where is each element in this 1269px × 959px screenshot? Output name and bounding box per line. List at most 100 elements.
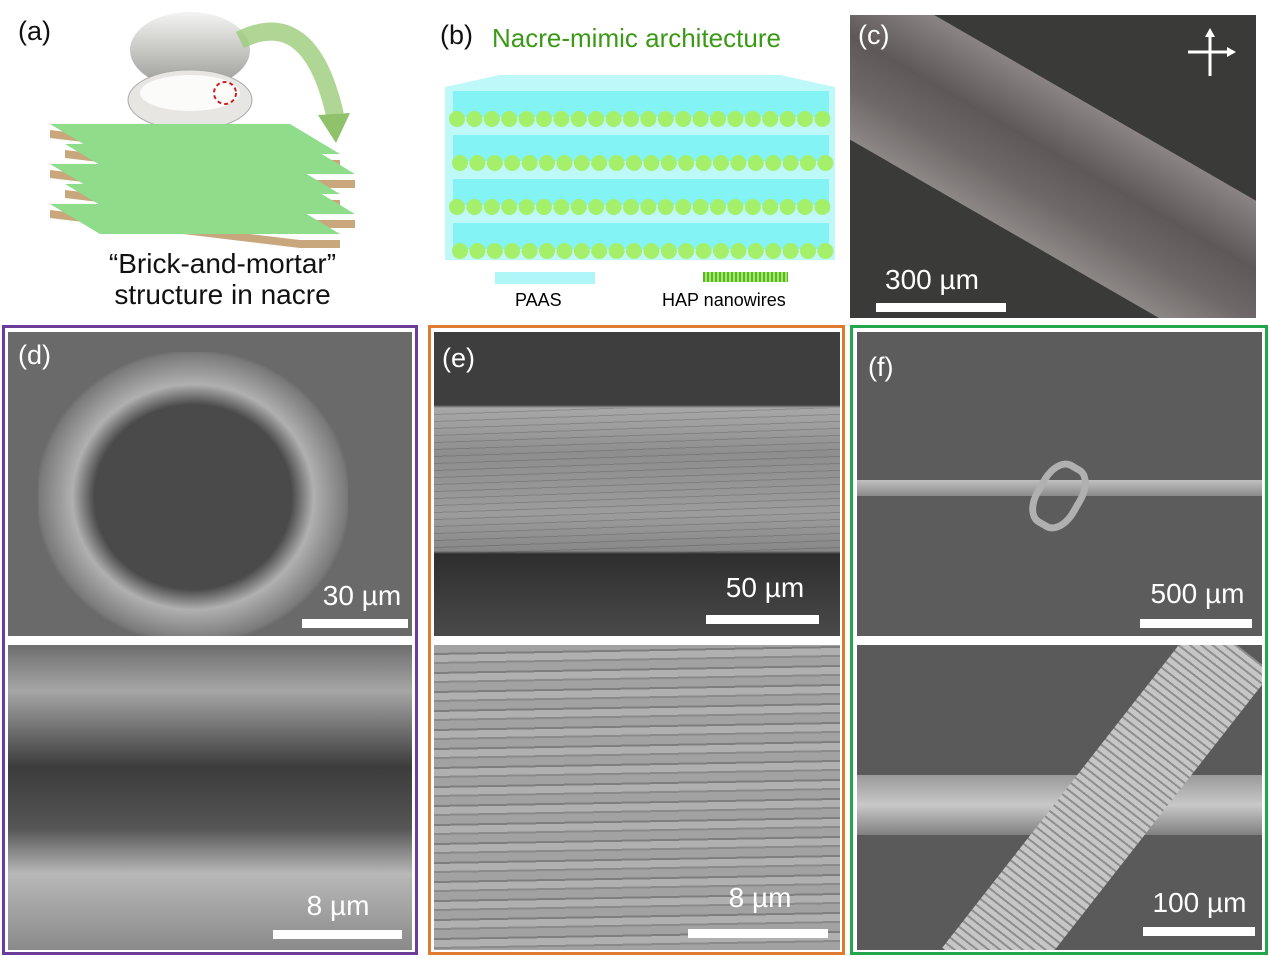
fiber-surface-detail-sem bbox=[434, 645, 840, 950]
nanowire-end bbox=[800, 243, 816, 259]
nanowire-end bbox=[675, 199, 692, 215]
nanowire-end bbox=[713, 155, 729, 171]
nanowire-end bbox=[643, 243, 660, 259]
fiber-cross-section-layers-sem bbox=[8, 645, 412, 950]
panel-c-scale-bar bbox=[876, 303, 1006, 312]
panel-f-label: (f) bbox=[868, 352, 894, 382]
nanowire-end bbox=[814, 199, 831, 215]
nanowire-end bbox=[591, 243, 608, 259]
polarizer-cross-icon bbox=[1188, 28, 1236, 76]
nanowire-end bbox=[710, 111, 726, 127]
nanowire-end bbox=[643, 155, 660, 171]
nanowire-end bbox=[469, 155, 486, 171]
nanowire-end bbox=[570, 199, 587, 215]
nanowire-end bbox=[573, 155, 590, 171]
nanowire-end bbox=[640, 111, 657, 127]
nanowire-layer bbox=[452, 135, 834, 171]
nacre-shell-illustration bbox=[50, 12, 355, 248]
nanowire-end bbox=[678, 243, 695, 259]
knotted-fiber-sem bbox=[857, 332, 1262, 636]
nanowire-end bbox=[695, 243, 712, 259]
panel-f-top-scale-label: 500 µm bbox=[1150, 578, 1245, 609]
nanowire-end bbox=[779, 199, 796, 215]
panel-e-top-scale-label: 50 µm bbox=[725, 572, 805, 603]
panel-b-label: (b) bbox=[440, 20, 473, 50]
nanowire-end bbox=[710, 199, 726, 215]
nanowire-end bbox=[486, 243, 503, 259]
nanowire-end bbox=[605, 199, 622, 215]
hap-nanowires-legend-swatch bbox=[703, 272, 788, 282]
nanowire-end bbox=[588, 111, 605, 127]
nanowire-end bbox=[692, 111, 709, 127]
panel-f-bottom-scale-bar bbox=[1143, 927, 1255, 936]
panel-d-label: (d) bbox=[18, 340, 51, 370]
nanowire-end bbox=[626, 243, 642, 259]
nanowire-layer bbox=[452, 223, 834, 259]
nanowire-end bbox=[692, 199, 709, 215]
nanowire-end bbox=[469, 243, 486, 259]
nanowire-end bbox=[504, 243, 521, 259]
legend-hap-nanowires: HAP nanowires bbox=[662, 290, 786, 310]
nanowire-end bbox=[727, 199, 744, 215]
nanowire-end bbox=[623, 111, 639, 127]
nanowire-end bbox=[640, 199, 657, 215]
panel-d-top-scale-label: 30 µm bbox=[322, 580, 402, 611]
nanowire-end bbox=[536, 111, 552, 127]
panel-a-caption-line1: “Brick-and-mortar” bbox=[108, 248, 337, 279]
nanowire-end bbox=[657, 199, 674, 215]
nanowire-end bbox=[452, 243, 468, 259]
nanowire-layer bbox=[449, 179, 831, 215]
nanowire-end bbox=[504, 155, 521, 171]
nanowire-end bbox=[486, 155, 503, 171]
nanowire-end bbox=[660, 155, 677, 171]
nanowire-layer bbox=[449, 91, 831, 127]
nanowire-end bbox=[626, 155, 642, 171]
nanowire-end bbox=[536, 199, 552, 215]
paas-legend-swatch bbox=[495, 272, 595, 284]
panel-a-caption-line2: structure in nacre bbox=[114, 279, 331, 310]
nanowire-end bbox=[553, 199, 570, 215]
nanowire-end bbox=[521, 243, 538, 259]
nanowire-end bbox=[539, 155, 555, 171]
nanowire-end bbox=[765, 155, 782, 171]
nanowire-end bbox=[678, 155, 695, 171]
nanowire-end bbox=[727, 111, 744, 127]
nanowire-end bbox=[449, 111, 465, 127]
nanowire-end bbox=[573, 243, 590, 259]
panel-f-top-scale-bar bbox=[1140, 619, 1252, 628]
panel-d-top-scale-bar bbox=[302, 619, 408, 628]
panel-c-label: (c) bbox=[858, 20, 890, 50]
nanowire-end bbox=[747, 243, 764, 259]
nanowire-end bbox=[817, 243, 834, 259]
nanowire-end bbox=[797, 199, 813, 215]
nanowire-end bbox=[591, 155, 608, 171]
nanowire-end bbox=[730, 243, 747, 259]
nacre-mimic-diagram bbox=[445, 75, 835, 260]
nanowire-end bbox=[744, 199, 761, 215]
panel-a-label: (a) bbox=[18, 16, 51, 46]
legend-paas: PAAS bbox=[515, 290, 562, 310]
nanowire-end bbox=[483, 111, 500, 127]
nanowire-end bbox=[449, 199, 465, 215]
nanowire-end bbox=[660, 243, 677, 259]
panel-d-bottom-scale-bar bbox=[273, 930, 402, 939]
nanowire-end bbox=[605, 111, 622, 127]
fiber-cross-section-sem bbox=[8, 332, 412, 636]
panel-e-label: (e) bbox=[442, 343, 475, 373]
nanowire-end bbox=[817, 155, 834, 171]
nanowire-end bbox=[518, 111, 535, 127]
nanowire-end bbox=[501, 111, 518, 127]
nanowire-end bbox=[657, 111, 674, 127]
nanowire-end bbox=[556, 155, 573, 171]
panel-e-bottom-scale-label: 8 µm bbox=[728, 882, 792, 913]
nanowire-end bbox=[570, 111, 587, 127]
nanowire-end bbox=[779, 111, 796, 127]
panel-c-scale-label: 300 µm bbox=[885, 264, 979, 295]
nanowire-end bbox=[608, 155, 625, 171]
fiber-surface-sem bbox=[434, 332, 840, 636]
nanowire-end bbox=[782, 243, 799, 259]
nanowire-end bbox=[713, 243, 729, 259]
nanowire-end bbox=[553, 111, 570, 127]
nanowire-end bbox=[730, 155, 747, 171]
